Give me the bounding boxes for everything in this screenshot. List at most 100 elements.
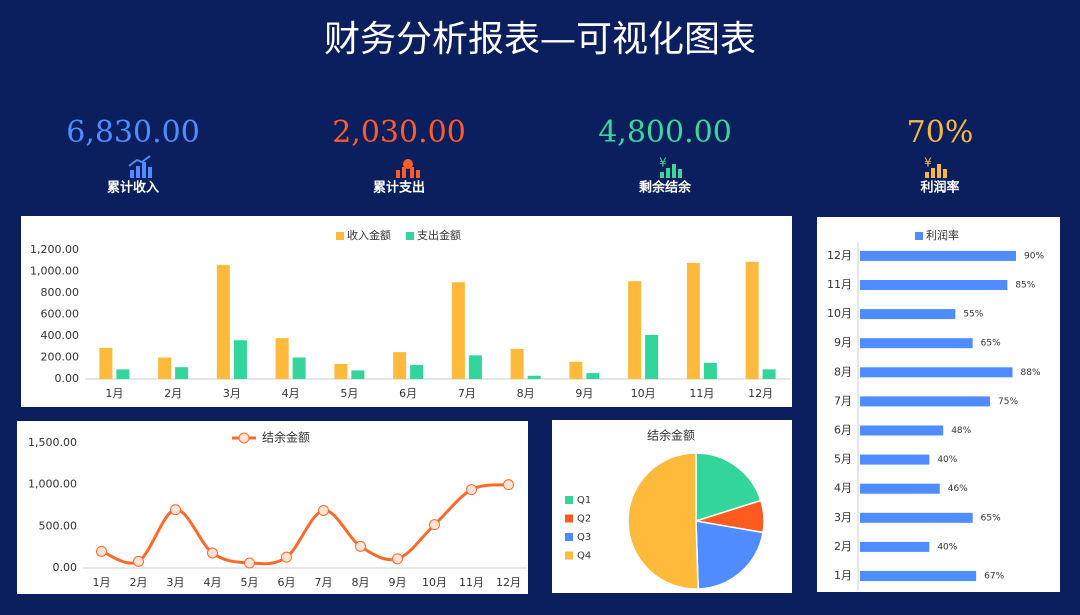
legend-label: Q1 bbox=[577, 495, 591, 506]
value-label: 90% bbox=[1024, 251, 1044, 261]
marker bbox=[318, 505, 329, 516]
y-tick-label: 400.00 bbox=[41, 329, 80, 342]
legend-swatch bbox=[915, 232, 923, 240]
bar bbox=[762, 369, 776, 379]
y-tick-label: 4月 bbox=[834, 482, 852, 495]
line-panel bbox=[17, 421, 528, 594]
bar bbox=[158, 357, 172, 379]
legend-label: 结余金额 bbox=[262, 430, 310, 445]
bar-panel bbox=[21, 216, 792, 407]
bar bbox=[860, 367, 1013, 378]
value-label: 40% bbox=[937, 455, 957, 465]
bar bbox=[586, 373, 600, 379]
y-tick-label: 1,000.00 bbox=[30, 265, 79, 278]
marker bbox=[503, 479, 514, 491]
value-label: 88% bbox=[1021, 368, 1041, 378]
kpi-value: 4,800.00 bbox=[598, 115, 732, 150]
x-tick-label: 3月 bbox=[223, 387, 241, 400]
marker bbox=[244, 557, 255, 569]
x-tick-label: 10月 bbox=[631, 387, 656, 400]
legend-swatch bbox=[565, 496, 573, 504]
bar bbox=[860, 338, 973, 349]
kpi-label: 累计支出 bbox=[373, 180, 425, 196]
value-label: 46% bbox=[948, 484, 968, 494]
y-tick-label: 5月 bbox=[834, 453, 852, 466]
legend-swatch bbox=[565, 551, 573, 560]
x-tick-label: 9月 bbox=[389, 576, 407, 589]
svg-text:¥: ¥ bbox=[659, 156, 667, 170]
bar bbox=[510, 348, 524, 379]
y-tick-label: 0.00 bbox=[53, 561, 78, 574]
bar bbox=[410, 365, 424, 379]
bar bbox=[351, 370, 365, 379]
bar bbox=[116, 369, 130, 379]
bar bbox=[860, 483, 940, 494]
value-label: 40% bbox=[937, 542, 957, 552]
value-label: 75% bbox=[998, 397, 1018, 407]
x-tick-label: 5月 bbox=[340, 387, 358, 400]
marker bbox=[392, 553, 403, 565]
bar bbox=[468, 355, 482, 379]
bar bbox=[860, 250, 1016, 261]
bar bbox=[860, 309, 956, 320]
x-tick-label: 8月 bbox=[517, 387, 535, 400]
bar bbox=[860, 280, 1008, 290]
y-tick-label: 1月 bbox=[834, 569, 852, 582]
y-tick-label: 12月 bbox=[827, 249, 852, 262]
page-title: 财务分析报表—可视化图表 bbox=[324, 19, 756, 60]
bar bbox=[860, 425, 944, 436]
x-tick-label: 1月 bbox=[93, 576, 111, 589]
marker bbox=[429, 519, 440, 531]
svg-text:¥: ¥ bbox=[924, 156, 932, 170]
y-tick-label: 3月 bbox=[834, 511, 852, 524]
kpi-label: 累计收入 bbox=[107, 180, 159, 196]
icon bbox=[128, 155, 152, 178]
legend-label: 收入金额 bbox=[347, 228, 391, 242]
value-label: 65% bbox=[981, 339, 1001, 349]
bar bbox=[628, 281, 642, 379]
x-tick-label: 12月 bbox=[496, 576, 521, 589]
legend-label: 利润率 bbox=[926, 228, 959, 242]
bar bbox=[860, 541, 930, 552]
y-tick-label: 600.00 bbox=[41, 308, 80, 321]
bar bbox=[292, 357, 306, 379]
x-tick-label: 8月 bbox=[352, 576, 370, 589]
bar bbox=[569, 361, 583, 379]
value-label: 67% bbox=[984, 572, 1004, 582]
x-tick-label: 7月 bbox=[315, 576, 333, 589]
bar bbox=[99, 347, 113, 379]
y-tick-label: 8月 bbox=[834, 365, 852, 378]
bar bbox=[860, 396, 990, 407]
x-tick-label: 7月 bbox=[458, 387, 476, 400]
x-tick-label: 2月 bbox=[130, 576, 148, 589]
kpi-icons: ¥ ¥ bbox=[128, 155, 947, 178]
bar bbox=[216, 265, 230, 379]
legend-label: 支出金额 bbox=[417, 228, 461, 242]
legend-marker bbox=[238, 432, 250, 444]
bar bbox=[745, 261, 759, 379]
x-tick-label: 1月 bbox=[105, 387, 123, 400]
value-label: 55% bbox=[963, 310, 983, 320]
x-tick-label: 11月 bbox=[459, 576, 484, 589]
bar bbox=[686, 262, 700, 379]
marker bbox=[355, 540, 366, 552]
y-tick-label: 1,000.00 bbox=[28, 478, 77, 491]
pie-slice bbox=[627, 452, 699, 590]
x-tick-label: 11月 bbox=[689, 387, 714, 400]
y-tick-label: 1,200.00 bbox=[30, 243, 79, 256]
x-tick-label: 3月 bbox=[167, 576, 185, 589]
bar bbox=[645, 334, 659, 379]
chart-title: 结余金额 bbox=[647, 428, 695, 443]
x-tick-label: 5月 bbox=[241, 576, 259, 589]
legend-swatch bbox=[406, 232, 414, 240]
icon bbox=[396, 159, 420, 178]
marker bbox=[281, 551, 292, 563]
legend-label: Q2 bbox=[577, 514, 591, 525]
kpi-value: 2,030.00 bbox=[332, 115, 466, 150]
marker bbox=[170, 504, 181, 516]
y-tick-label: 11月 bbox=[827, 278, 852, 291]
x-tick-label: 4月 bbox=[204, 576, 222, 589]
kpi-value: 6,830.00 bbox=[66, 115, 200, 150]
y-tick-label: 9月 bbox=[834, 336, 852, 349]
